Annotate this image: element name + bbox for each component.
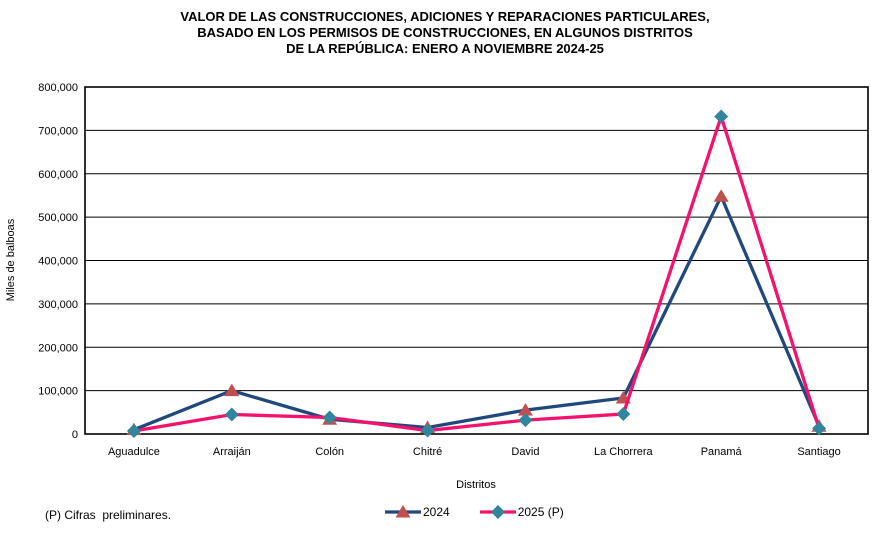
x-category-label: Aguadulce	[108, 446, 160, 458]
legend-marker-2024	[395, 505, 411, 518]
series-line-2025 (P)	[133, 111, 821, 433]
x-category-label: Panamá	[701, 446, 743, 458]
footnote-preliminary-figures: (P) Cifras preliminares.	[45, 508, 172, 522]
y-tick-label: 800,000	[38, 82, 78, 94]
chart-title-line-3: DE LA REPÚBLICA: ENERO A NOVIEMBRE 2024-…	[286, 41, 604, 56]
chart-title-line-1: VALOR DE LAS CONSTRUCCIONES, ADICIONES Y…	[180, 9, 710, 24]
plot-border	[84, 86, 869, 435]
series-line-2024	[133, 192, 821, 432]
chart-title-line-2: BASADO EN LOS PERMISOS DE CONSTRUCCIONES…	[197, 25, 693, 40]
y-axis-title: Miles de balboas	[5, 218, 17, 301]
legend-swatch-2024-icon	[385, 505, 421, 518]
series-marker-2025 (P)	[518, 413, 533, 428]
legend-swatch-2025-icon	[479, 505, 516, 519]
series-marker-2025 (P)	[224, 407, 239, 422]
series-marker-2025 (P)	[420, 423, 435, 438]
x-category-label: Santiago	[797, 446, 840, 458]
x-category-label: Colón	[315, 446, 344, 458]
y-tick-label: 300,000	[38, 299, 78, 311]
legend-item-2024: 2024	[385, 505, 450, 519]
series-marker-2025 (P)	[812, 421, 827, 436]
x-category-label: Arraiján	[213, 446, 251, 458]
series-marker-2025 (P)	[616, 407, 631, 422]
y-tick-label: 200,000	[38, 342, 78, 354]
y-tick-label: 500,000	[38, 212, 78, 224]
legend: 2024 2025 (P)	[385, 505, 564, 519]
legend-label-2025: 2025 (P)	[517, 505, 564, 519]
legend-item-2025: 2025 (P)	[479, 505, 564, 519]
y-tick-label: 600,000	[38, 169, 78, 181]
x-category-label: Chitré	[413, 446, 442, 458]
series-marker-2025 (P)	[322, 410, 337, 425]
y-tick-label: 400,000	[38, 256, 78, 268]
series-marker-2025 (P)	[714, 109, 729, 124]
series-marker-2024	[517, 403, 533, 416]
chart-title: VALOR DE LAS CONSTRUCCIONES, ADICIONES Y…	[0, 9, 890, 57]
series-marker-2024	[713, 189, 729, 202]
series-marker-2024	[224, 383, 240, 397]
series-marker-2025 (P)	[126, 423, 141, 438]
y-tick-label: 700,000	[38, 125, 78, 137]
x-category-label: La Chorrera	[594, 446, 654, 458]
x-category-label: David	[511, 446, 539, 458]
y-tick-label: 100,000	[38, 386, 78, 398]
x-axis-title: Distritos	[456, 479, 496, 491]
legend-label-2024: 2024	[423, 505, 450, 519]
legend-marker-2025 (P)	[490, 505, 505, 519]
y-tick-label: 0	[72, 429, 78, 441]
